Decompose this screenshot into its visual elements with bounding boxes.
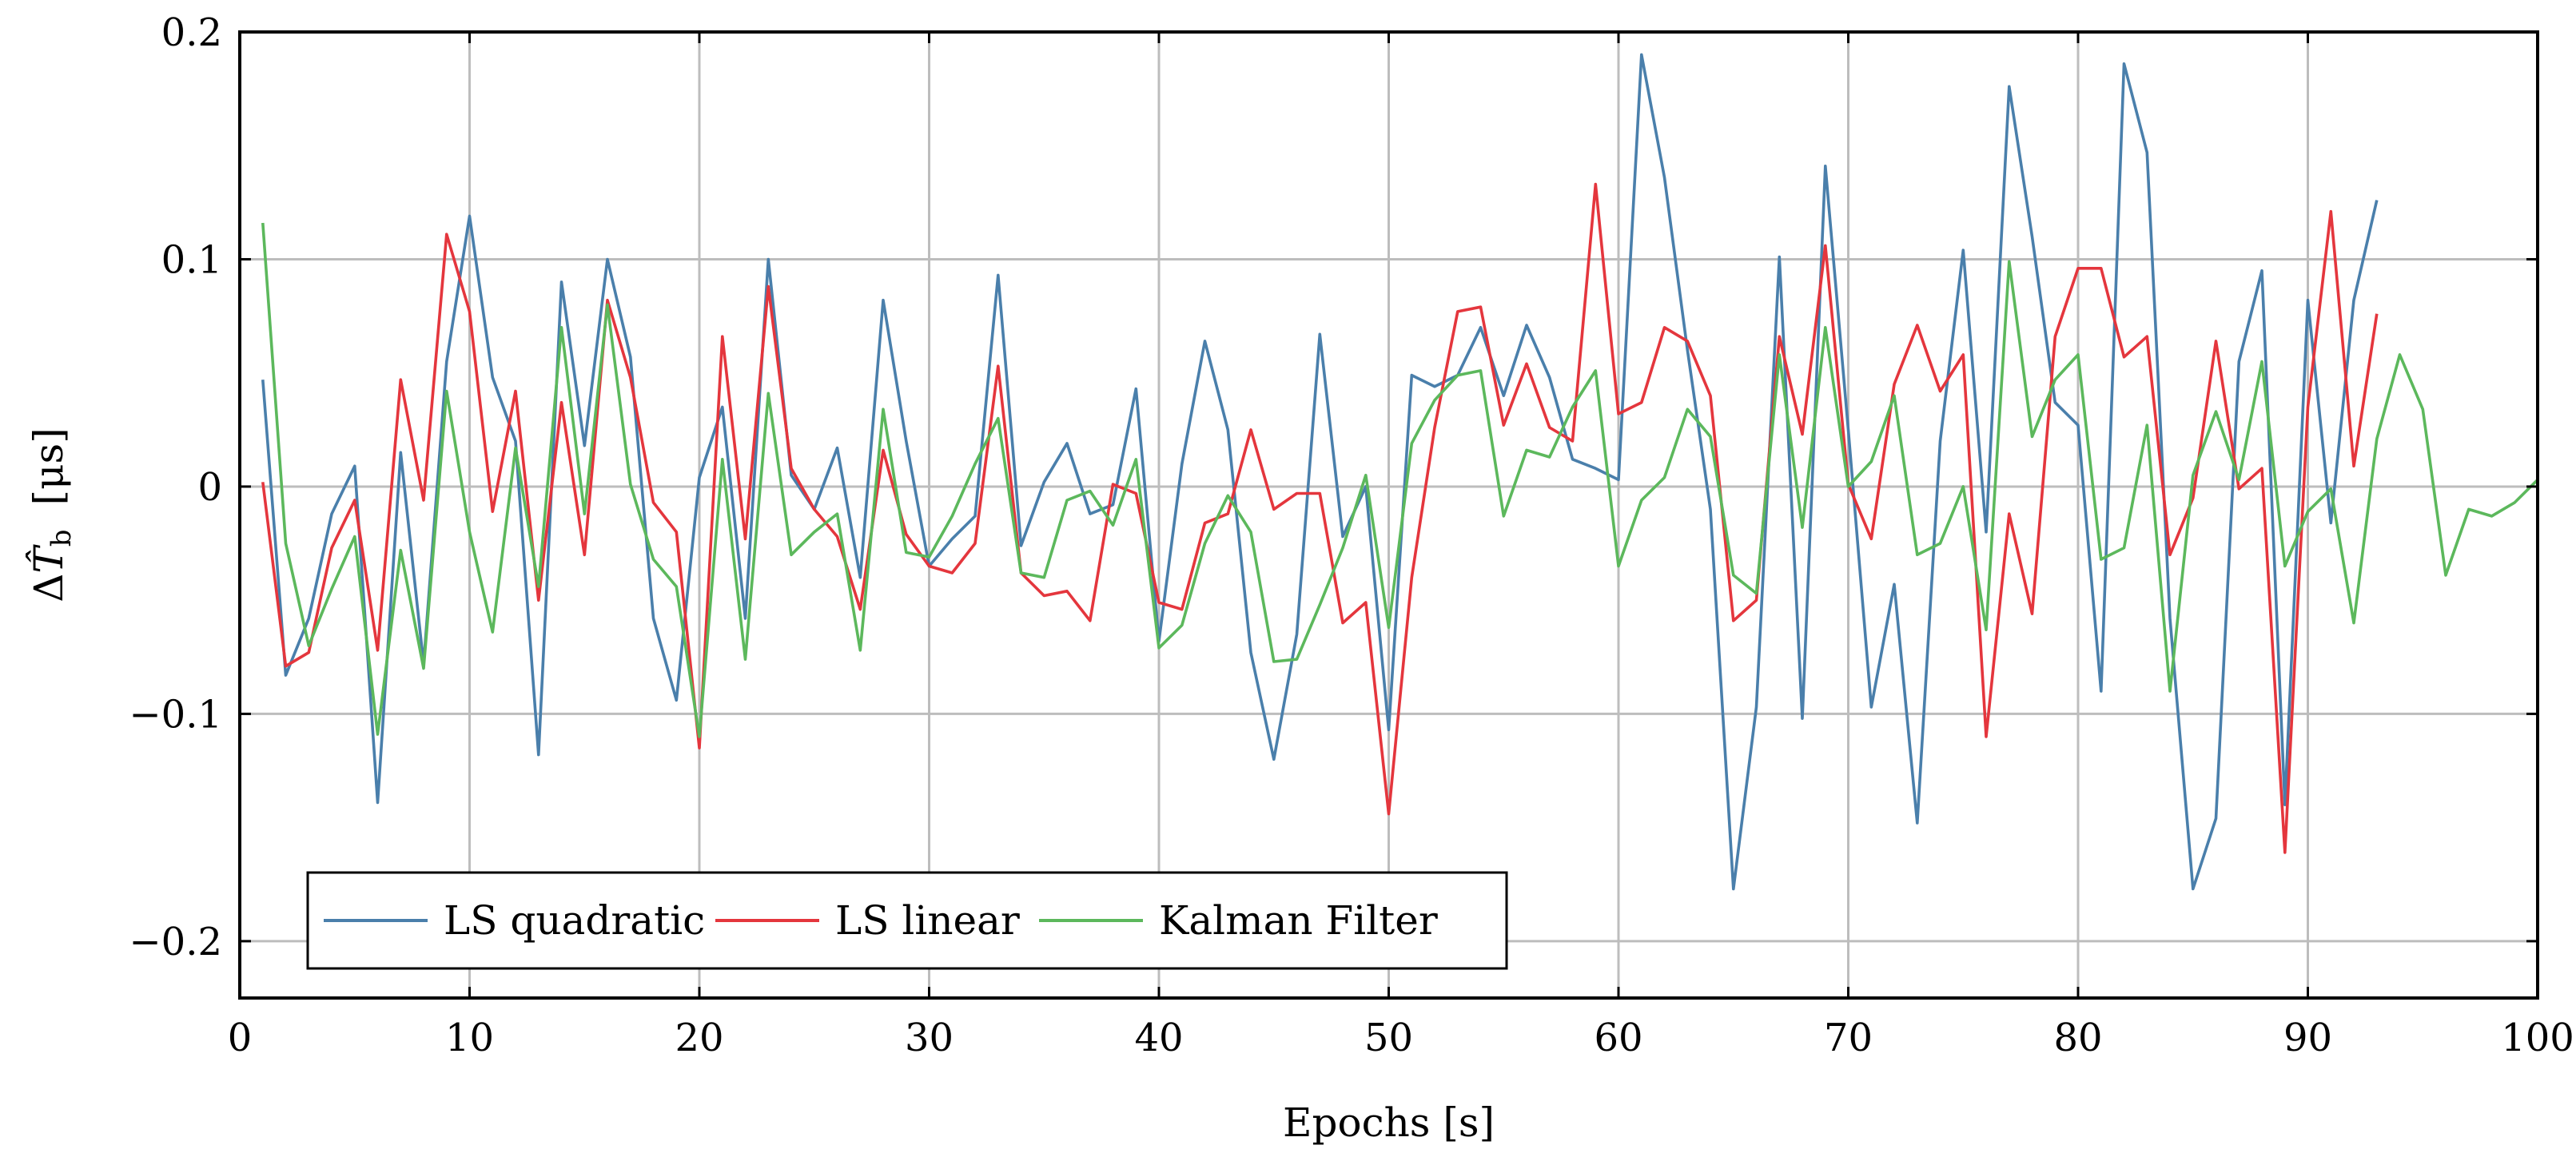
legend-label-ls-quadratic: LS quadratic	[444, 897, 705, 944]
grid-lines	[240, 32, 2538, 998]
series-line-ls-linear	[261, 182, 2379, 854]
x-tick-label: 100	[2501, 1016, 2574, 1060]
axis-ticks: 0 10 20 30 40 50 60 70 80 90 100 −0.2 −0.1 0 0.1 0.2	[129, 10, 2574, 1060]
y-axis-label-symbol: T̂	[25, 544, 72, 574]
x-tick-label: 20	[675, 1016, 723, 1060]
x-tick-label: 90	[2283, 1016, 2332, 1060]
y-axis-label-unit: [μs]	[26, 427, 72, 505]
y-tick-label: −0.2	[129, 920, 222, 964]
x-tick-label: 70	[1824, 1016, 1873, 1060]
y-axis-label: ΔT̂b [μs]	[25, 427, 78, 602]
legend-label-ls-linear: LS linear	[835, 897, 1020, 944]
series-line-ls-quadratic	[261, 53, 2379, 891]
y-tick-label: 0	[197, 465, 222, 510]
x-tick-label: 50	[1364, 1016, 1413, 1060]
series-lines	[261, 53, 2539, 891]
x-tick-label: 10	[445, 1016, 494, 1060]
legend: LS quadratic LS linear Kalman Filter	[306, 871, 1508, 970]
x-tick-label: 80	[2053, 1016, 2102, 1060]
legend-box	[306, 871, 1508, 970]
legend-label-kalman-filter: Kalman Filter	[1159, 897, 1438, 944]
series-line-kalman-filter	[261, 222, 2539, 738]
y-tick-label: 0.2	[161, 10, 222, 55]
y-axis-label-subscript: b	[46, 529, 78, 547]
x-tick-label: 0	[228, 1016, 253, 1060]
x-axis-label: Epochs [s]	[1283, 1099, 1495, 1146]
x-tick-label: 40	[1134, 1016, 1183, 1060]
x-tick-label: 30	[905, 1016, 954, 1060]
y-axis-label-delta: Δ	[26, 574, 72, 602]
x-tick-label: 60	[1594, 1016, 1642, 1060]
y-tick-label: −0.1	[129, 692, 222, 737]
y-tick-label: 0.1	[161, 237, 222, 282]
